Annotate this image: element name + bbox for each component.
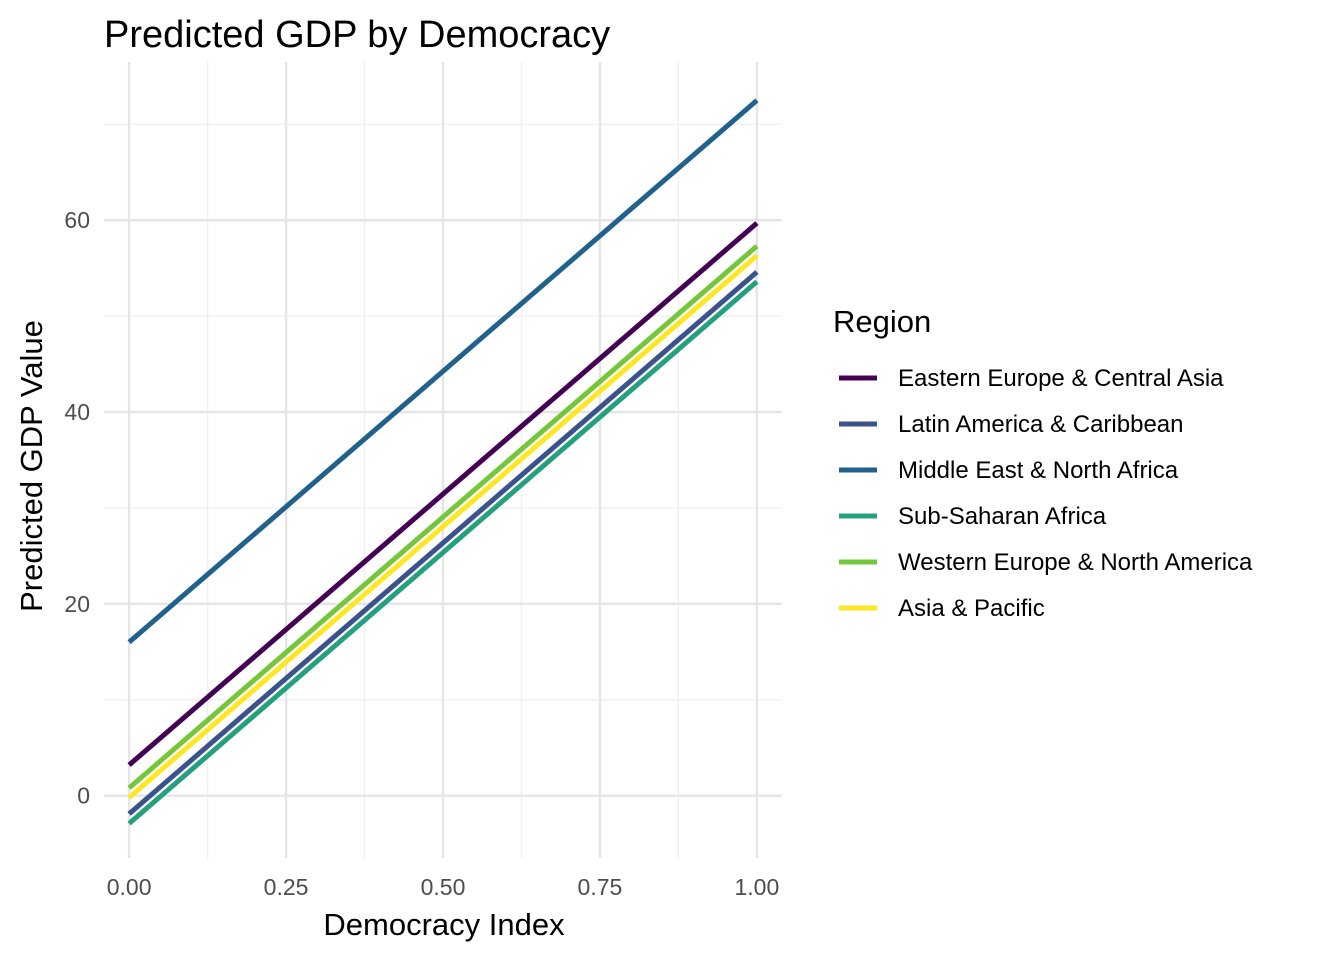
series-line bbox=[127, 244, 759, 790]
x-tick-label: 0.25 bbox=[264, 874, 309, 900]
x-axis-title: Democracy Index bbox=[323, 907, 565, 942]
chart-title: Predicted GDP by Democracy bbox=[104, 14, 610, 56]
grid bbox=[104, 62, 782, 858]
x-tick-label: 0.50 bbox=[421, 874, 466, 900]
legend: Region Eastern Europe & Central Asia Lati… bbox=[833, 304, 1253, 622]
legend-item: Sub-Saharan Africa bbox=[839, 503, 1107, 530]
series-line bbox=[127, 279, 759, 826]
legend-item: Middle East & North Africa bbox=[839, 457, 1179, 484]
series-lines bbox=[127, 98, 759, 826]
legend-title: Region bbox=[833, 304, 931, 339]
x-tick-label: 0.00 bbox=[107, 874, 152, 900]
legend-item: Asia & Pacific bbox=[839, 595, 1045, 622]
x-tick-label: 1.00 bbox=[735, 874, 780, 900]
series-line bbox=[127, 253, 759, 800]
x-axis-ticks: 0.00 0.25 0.50 0.75 1.00 bbox=[107, 874, 780, 900]
legend-label: Western Europe & North America bbox=[898, 549, 1253, 576]
legend-label: Asia & Pacific bbox=[898, 595, 1045, 622]
series-line bbox=[127, 98, 759, 645]
y-axis-ticks: 0 20 40 60 bbox=[64, 207, 90, 808]
y-axis-title: Predicted GDP Value bbox=[14, 320, 49, 612]
legend-item: Latin America & Caribbean bbox=[839, 411, 1184, 438]
legend-item: Western Europe & North America bbox=[839, 549, 1253, 576]
y-tick-label: 20 bbox=[64, 591, 90, 617]
y-tick-label: 0 bbox=[77, 783, 90, 809]
legend-items: Eastern Europe & Central Asia Latin Ameri… bbox=[839, 365, 1253, 622]
legend-label: Latin America & Caribbean bbox=[898, 411, 1184, 438]
series-line bbox=[127, 221, 759, 767]
legend-item: Eastern Europe & Central Asia bbox=[839, 365, 1224, 392]
legend-label: Middle East & North Africa bbox=[898, 457, 1179, 484]
y-tick-label: 60 bbox=[64, 207, 90, 233]
series-line bbox=[127, 270, 759, 816]
legend-label: Sub-Saharan Africa bbox=[898, 503, 1107, 530]
legend-label: Eastern Europe & Central Asia bbox=[898, 365, 1224, 392]
x-tick-label: 0.75 bbox=[578, 874, 623, 900]
y-tick-label: 40 bbox=[64, 399, 90, 425]
